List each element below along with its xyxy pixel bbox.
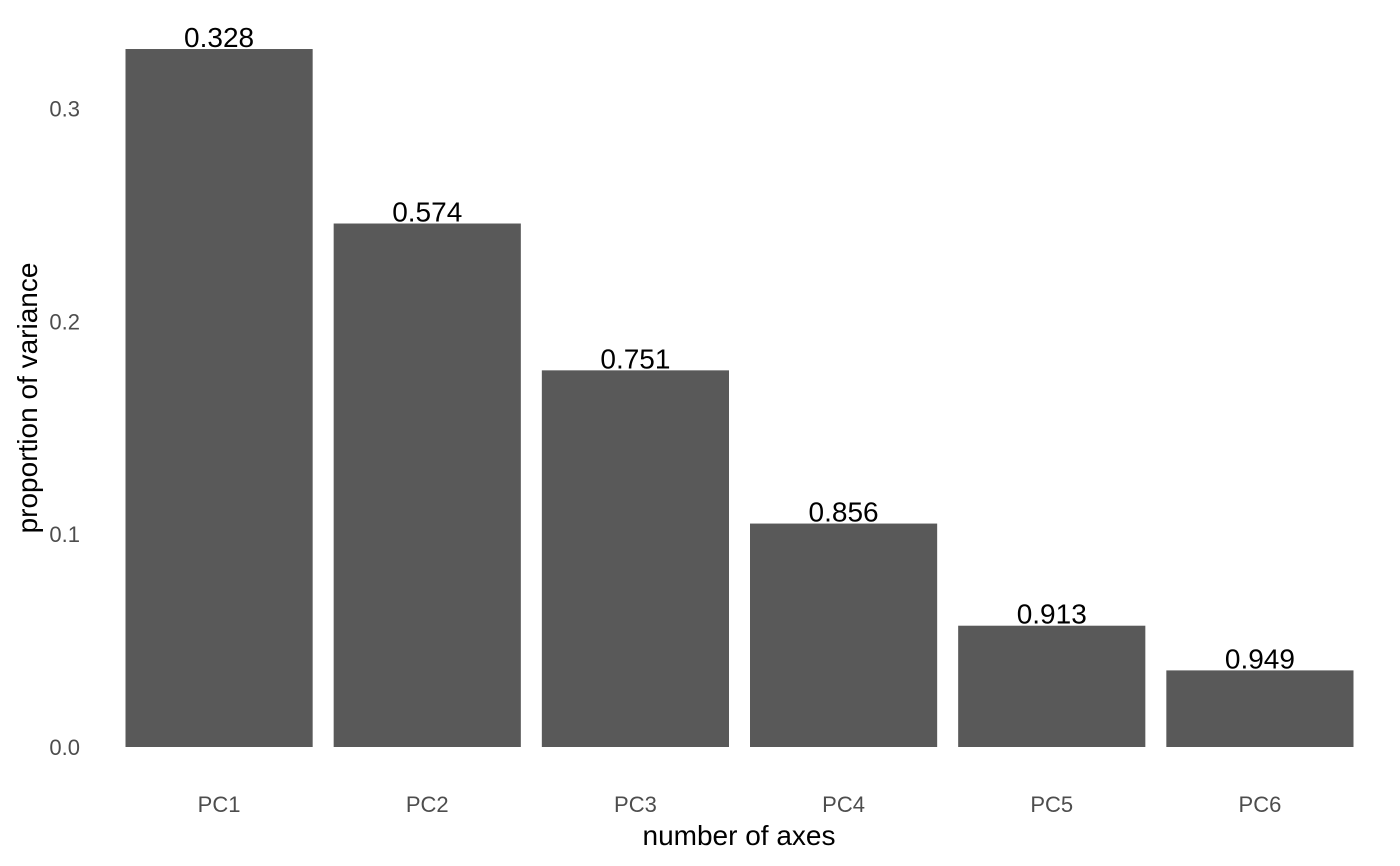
x-axis-ticks: PC1 PC2 PC3 PC4 PC5 PC6 [198, 792, 1282, 817]
bar-pc2 [333, 223, 521, 748]
y-tick-label: 0.1 [49, 522, 80, 547]
data-label-pc4: 0.856 [809, 497, 879, 528]
x-tick-label-pc5: PC5 [1030, 792, 1073, 817]
y-tick-label: 0.2 [49, 309, 80, 334]
y-tick-label: 0.3 [49, 97, 80, 122]
bar-pc3 [541, 370, 729, 747]
x-tick-label-pc4: PC4 [822, 792, 865, 817]
bars [125, 49, 1354, 748]
y-tick-label: 0.0 [49, 735, 80, 760]
data-label-pc6: 0.949 [1225, 643, 1295, 674]
data-label-pc1: 0.328 [184, 22, 254, 53]
data-label-pc2: 0.574 [392, 197, 462, 228]
y-axis-title: proportion of variance [12, 263, 43, 534]
data-label-pc5: 0.913 [1017, 599, 1087, 630]
x-tick-label-pc2: PC2 [406, 792, 449, 817]
y-axis-ticks: 0.0 0.1 0.2 0.3 [49, 97, 80, 760]
x-tick-label-pc6: PC6 [1239, 792, 1282, 817]
x-tick-label-pc1: PC1 [198, 792, 241, 817]
x-axis-title: number of axes [643, 820, 836, 851]
x-tick-label-pc3: PC3 [614, 792, 657, 817]
bar-pc1 [125, 49, 313, 748]
bar-pc6 [1166, 670, 1354, 747]
bar-pc5 [958, 625, 1146, 747]
data-label-pc3: 0.751 [600, 343, 670, 374]
bar-pc4 [750, 523, 938, 747]
bar-data-labels: 0.328 0.574 0.751 0.856 0.913 0.949 [184, 22, 1295, 674]
